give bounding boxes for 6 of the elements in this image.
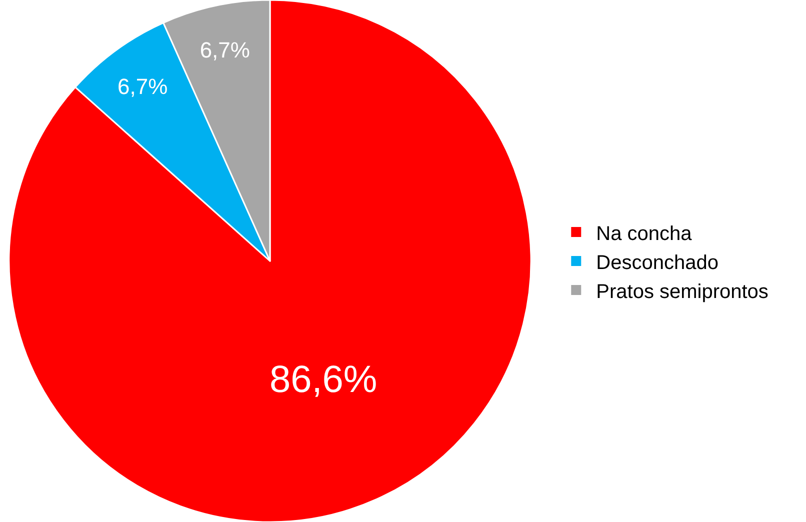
legend-label: Desconchado: [596, 252, 718, 274]
legend-label: Na concha: [596, 222, 693, 245]
data-label: 6,7%: [200, 37, 250, 62]
data-label: 6,7%: [117, 74, 168, 100]
legend-label: Pratos semiprontos: [596, 280, 768, 303]
data-label: 86,6%: [269, 359, 378, 402]
